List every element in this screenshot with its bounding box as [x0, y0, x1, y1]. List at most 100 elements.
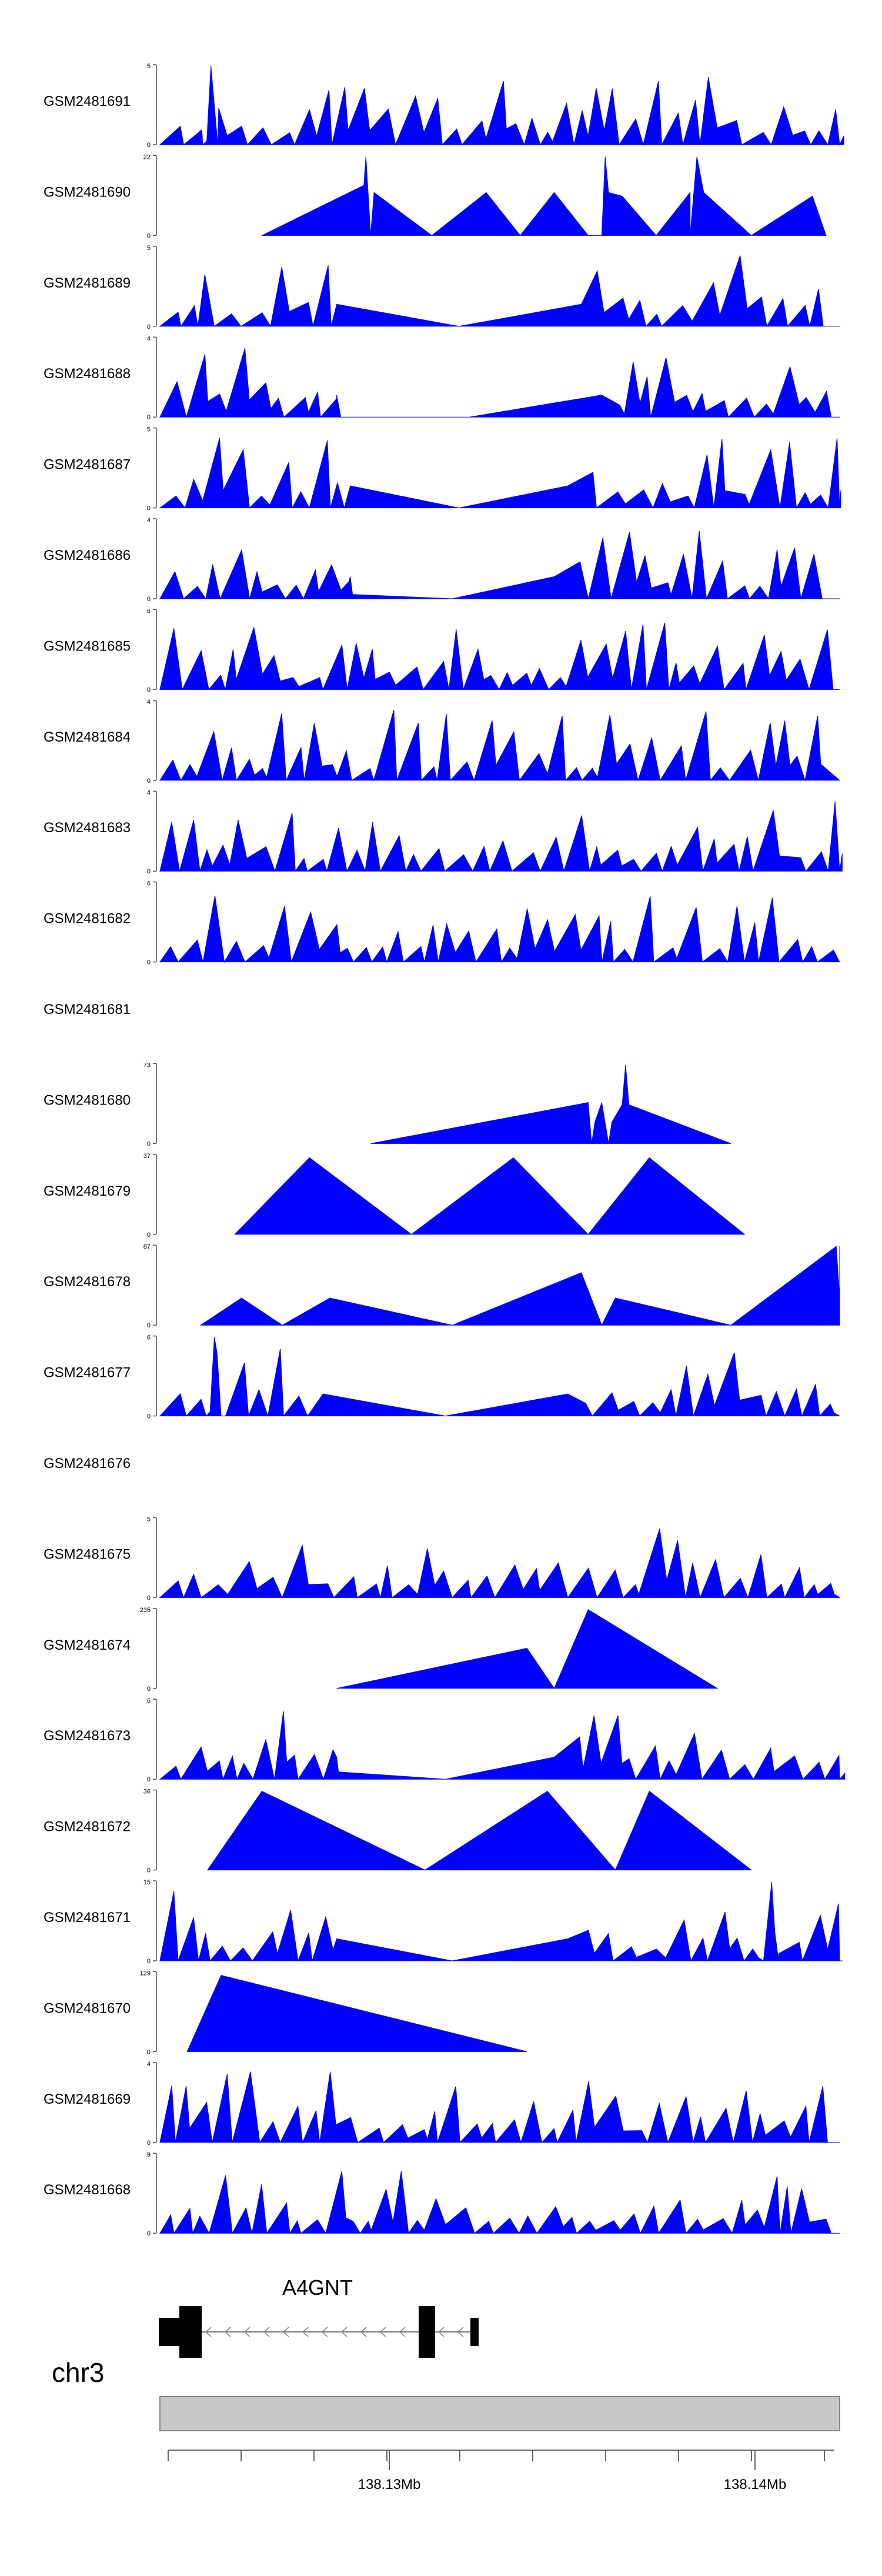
- gene-model: A4GNT: [159, 2275, 479, 2358]
- strand-arrow-icon: [243, 2327, 250, 2337]
- track-GSM2481674: GSM2481674 235 0: [44, 1607, 719, 1693]
- track-label: GSM2481668: [44, 2182, 131, 2198]
- track-label: GSM2481674: [44, 1637, 131, 1653]
- track-label: GSM2481684: [44, 729, 131, 745]
- track-GSM2481689: GSM2481689 5 0: [44, 245, 840, 331]
- strand-arrow-icon: [360, 2327, 367, 2337]
- y-axis-min-label: 0: [147, 1413, 151, 1420]
- track-label: GSM2481670: [44, 2000, 131, 2016]
- track-GSM2481680: GSM2481680 73 0: [44, 1062, 731, 1147]
- chromosome-label: chr3: [52, 2357, 104, 2388]
- track-label: GSM2481672: [44, 1819, 131, 1835]
- y-axis-min-label: 0: [147, 778, 151, 785]
- y-axis-max-label: 6: [147, 880, 151, 887]
- y-axis-max-label: 15: [143, 1879, 151, 1886]
- gene-name: A4GNT: [282, 2275, 353, 2300]
- y-axis-min-label: 0: [147, 232, 151, 239]
- strand-arrow-icon: [224, 2327, 231, 2337]
- track-label: GSM2481678: [44, 1274, 131, 1290]
- y-axis-min-label: 0: [147, 142, 151, 149]
- track-label: GSM2481690: [44, 184, 131, 200]
- track-GSM2481685: GSM2481685 6 0: [44, 608, 840, 693]
- y-axis-max-label: 4: [147, 517, 151, 524]
- track-GSM2481676: GSM2481676: [44, 1456, 131, 1471]
- track-GSM2481690: GSM2481690 22 0: [44, 154, 827, 239]
- y-axis-min-label: 0: [147, 868, 151, 875]
- track-GSM2481678: GSM2481678 87 0: [44, 1243, 840, 1329]
- coverage-area: [370, 1065, 731, 1144]
- track-label: GSM2481688: [44, 366, 131, 382]
- track-label: GSM2481689: [44, 275, 131, 291]
- y-axis-max-label: 4: [147, 2061, 151, 2068]
- track-GSM2481679: GSM2481679 37 0: [44, 1153, 746, 1239]
- track-label: GSM2481679: [44, 1183, 131, 1199]
- track-label: GSM2481681: [44, 1002, 131, 1017]
- y-axis-max-label: 36: [143, 1788, 151, 1796]
- track-label: GSM2481673: [44, 1728, 131, 1744]
- coverage-area: [159, 2071, 840, 2144]
- y-axis-max-label: 6: [147, 1334, 151, 1342]
- y-axis-max-label: 73: [143, 1062, 151, 1069]
- track-GSM2481670: GSM2481670 129 0: [44, 1970, 527, 2056]
- y-axis-max-label: 6: [147, 1697, 151, 1704]
- strand-arrow-icon: [263, 2327, 270, 2337]
- track-GSM2481683: GSM2481683 4 0: [44, 789, 843, 875]
- y-axis-min-label: 0: [147, 596, 151, 603]
- track-label: GSM2481669: [44, 2091, 131, 2107]
- coverage-area: [186, 1975, 527, 2052]
- y-axis-max-label: 22: [143, 154, 151, 161]
- coverage-area: [159, 1881, 843, 1962]
- strand-arrow-icon: [321, 2327, 328, 2337]
- coverage-area: [159, 1528, 841, 1599]
- chromosome-band: [159, 2396, 840, 2431]
- track-label: GSM2481683: [44, 820, 131, 836]
- y-axis-min-label: 0: [147, 1776, 151, 1783]
- axis-tick-label: 138.13Mb: [358, 2477, 421, 2492]
- track-GSM2481668: GSM2481668 9 0: [44, 2151, 840, 2237]
- y-axis-max-label: 235: [140, 1607, 151, 1614]
- track-label: GSM2481682: [44, 911, 131, 927]
- y-axis-max-label: 5: [147, 245, 151, 252]
- y-axis-max-label: 4: [147, 789, 151, 796]
- coverage-area: [159, 531, 840, 600]
- track-GSM2481673: GSM2481673 6 0: [44, 1697, 846, 1783]
- y-axis-min-label: 0: [147, 1686, 151, 1693]
- y-axis-min-label: 0: [147, 1322, 151, 1329]
- y-axis-max-label: 129: [140, 1970, 151, 1977]
- y-axis-max-label: 6: [147, 608, 151, 615]
- track-GSM2481686: GSM2481686 4 0: [44, 517, 840, 603]
- strand-arrow-icon: [457, 2327, 464, 2337]
- y-axis-min-label: 0: [147, 323, 151, 331]
- track-label: GSM2481676: [44, 1456, 131, 1471]
- y-axis-min-label: 0: [147, 1958, 151, 1965]
- y-axis-max-label: 4: [147, 699, 151, 706]
- axis-tick-label: 138.14Mb: [724, 2477, 787, 2492]
- track-GSM2481675: GSM2481675 5 0: [44, 1516, 841, 1601]
- track-GSM2481677: GSM2481677 6 0: [44, 1334, 840, 1420]
- y-axis-min-label: 0: [147, 1232, 151, 1239]
- coverage-area: [159, 622, 840, 691]
- strand-arrow-icon: [205, 2327, 212, 2337]
- y-axis-min-label: 0: [147, 2230, 151, 2237]
- y-axis-max-label: 4: [147, 335, 151, 342]
- strand-arrow-icon: [282, 2327, 289, 2337]
- track-label: GSM2481687: [44, 457, 131, 473]
- genome-axis: chr3 138.13Mb 138.14Mb: [52, 2357, 840, 2492]
- coverage-area: [159, 65, 844, 146]
- track-GSM2481681: GSM2481681: [44, 1002, 131, 1017]
- track-label: GSM2481691: [44, 94, 131, 109]
- y-axis-min-label: 0: [147, 2048, 151, 2056]
- track-label: GSM2481680: [44, 1092, 131, 1108]
- coverage-area: [159, 1711, 846, 1780]
- y-axis-min-label: 0: [147, 1594, 151, 1601]
- coverage-area: [159, 709, 841, 782]
- track-label: GSM2481671: [44, 1910, 131, 1926]
- track-label: GSM2481685: [44, 638, 131, 654]
- y-axis-max-label: 5: [147, 63, 151, 70]
- track-GSM2481669: GSM2481669 4 0: [44, 2061, 840, 2147]
- exon-block: [470, 2318, 479, 2346]
- track-GSM2481671: GSM2481671 15 0: [44, 1879, 843, 1965]
- y-axis-max-label: 9: [147, 2151, 151, 2158]
- coverage-area: [159, 1337, 840, 1417]
